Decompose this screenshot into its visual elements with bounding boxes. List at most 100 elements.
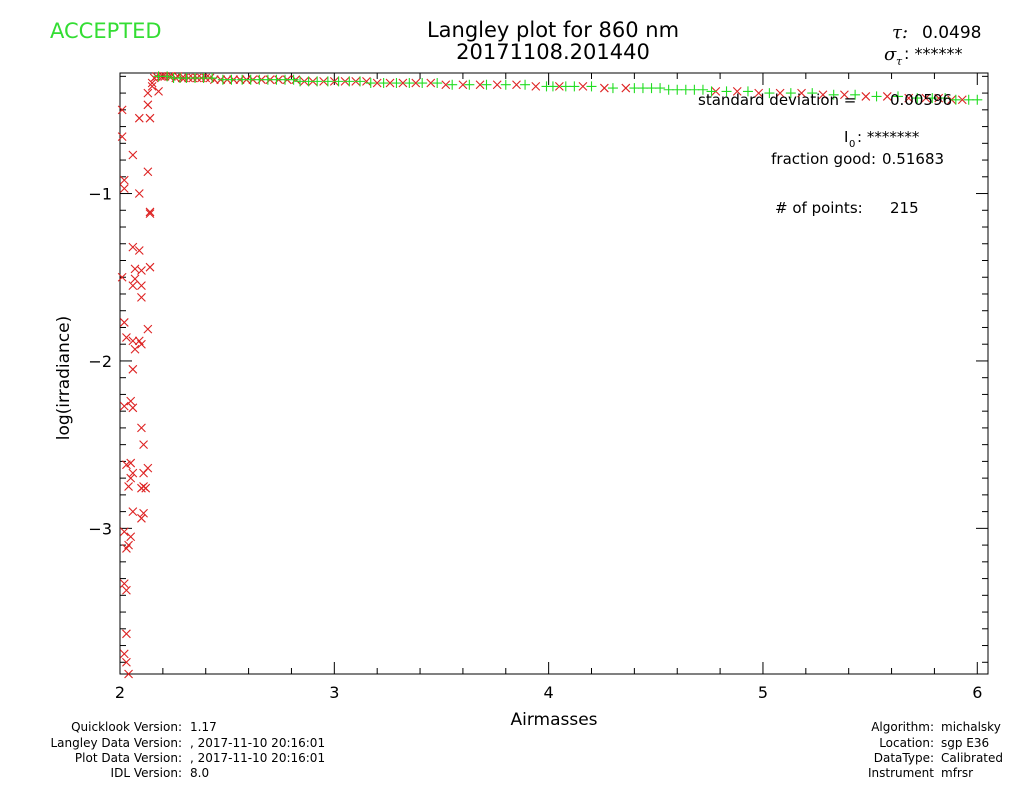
fraction-good-label: fraction good: bbox=[771, 150, 876, 168]
data-points bbox=[117, 71, 983, 679]
accepted-point bbox=[254, 74, 265, 85]
rejected-point bbox=[385, 78, 395, 88]
accepted-point bbox=[262, 74, 273, 85]
rejected-point bbox=[119, 649, 129, 659]
rejected-point bbox=[861, 92, 871, 101]
accepted-point bbox=[295, 76, 306, 87]
plot-frame bbox=[119, 72, 989, 675]
rejected-point bbox=[117, 105, 127, 115]
accepted-point bbox=[312, 76, 323, 87]
rejected-point bbox=[398, 78, 408, 88]
accepted-point bbox=[871, 91, 882, 102]
rejected-point bbox=[137, 281, 146, 290]
rejected-point bbox=[143, 88, 153, 98]
accepted-point bbox=[226, 74, 237, 85]
accepted-point bbox=[912, 93, 923, 104]
rejected-point bbox=[128, 507, 138, 517]
rejected-point bbox=[124, 540, 133, 550]
rejected-point bbox=[754, 88, 764, 98]
accepted-point bbox=[646, 83, 657, 94]
accepted-point bbox=[303, 76, 314, 87]
rejected-point bbox=[458, 80, 468, 90]
accepted-point bbox=[271, 74, 282, 85]
footer-label: DataType: bbox=[874, 751, 934, 765]
accepted-point bbox=[322, 76, 333, 87]
rejected-point bbox=[122, 629, 131, 639]
accepted-point bbox=[391, 78, 402, 89]
rejected-point bbox=[119, 579, 129, 588]
rejected-point bbox=[128, 242, 138, 252]
rejected-point bbox=[139, 440, 148, 450]
rejected-point bbox=[119, 401, 129, 411]
accepted-point bbox=[569, 81, 580, 92]
chart-subtitle: 20171108.201440 bbox=[456, 40, 650, 64]
rejected-point bbox=[621, 83, 631, 93]
rejected-point bbox=[531, 82, 541, 91]
accepted-point bbox=[828, 89, 839, 100]
accepted-point bbox=[689, 84, 700, 95]
accepted-point bbox=[162, 71, 173, 82]
accepted-point bbox=[560, 81, 571, 92]
accepted-point bbox=[432, 78, 443, 89]
rejected-point bbox=[137, 292, 146, 302]
rejected-point bbox=[128, 468, 138, 478]
rejected-point bbox=[139, 508, 148, 518]
rejected-point bbox=[797, 88, 806, 98]
rejected-point bbox=[492, 80, 502, 90]
rejected-point bbox=[372, 78, 382, 88]
accepted-point bbox=[892, 91, 903, 102]
accepted-point bbox=[586, 81, 597, 92]
accepted-point bbox=[742, 86, 753, 97]
rejected-point bbox=[145, 207, 155, 217]
fraction-good-value: 0.51683 bbox=[882, 150, 944, 168]
rejected-point bbox=[117, 132, 127, 142]
footer-value: michalsky bbox=[941, 720, 1001, 734]
status-label: ACCEPTED bbox=[50, 19, 162, 43]
rejected-point bbox=[957, 95, 967, 105]
tau-label: τ: bbox=[892, 22, 908, 43]
footer-value: , 2017-11-10 20:16:01 bbox=[190, 736, 325, 750]
accepted-point bbox=[365, 78, 376, 89]
rejected-point bbox=[818, 90, 828, 100]
accepted-point bbox=[481, 79, 492, 90]
rejected-point bbox=[126, 396, 136, 406]
accepted-point bbox=[198, 73, 209, 84]
accepted-point bbox=[672, 84, 683, 95]
y-tick-label: −2 bbox=[88, 352, 112, 371]
rejected-point bbox=[134, 189, 144, 198]
accepted-point bbox=[181, 73, 192, 84]
accepted-point bbox=[721, 86, 732, 97]
sigma-label: σ bbox=[884, 44, 897, 65]
rejected-point bbox=[145, 209, 155, 219]
rejected-point bbox=[441, 80, 451, 90]
rejected-point bbox=[134, 246, 144, 255]
rejected-point bbox=[117, 272, 127, 282]
footer-label: Instrument bbox=[868, 766, 934, 780]
rejected-point bbox=[143, 463, 153, 473]
chart-title: Langley plot for 860 nm bbox=[427, 18, 679, 42]
std-dev-label: standard deviation = bbox=[698, 91, 856, 109]
rejected-point bbox=[130, 264, 140, 274]
footer-left: Quicklook Version: 1.17 Langley Data Ver… bbox=[50, 720, 325, 780]
tau-value: 0.0498 bbox=[922, 23, 981, 43]
rejected-point bbox=[137, 513, 146, 523]
rejected-point bbox=[126, 473, 136, 483]
accepted-point bbox=[333, 76, 344, 87]
footer-label: Algorithm: bbox=[871, 720, 934, 734]
rejected-point bbox=[128, 150, 138, 160]
rejected-point bbox=[143, 167, 153, 177]
i0-subscript: 0 bbox=[849, 139, 855, 150]
sigma-subscript: τ bbox=[896, 55, 903, 68]
rejected-point bbox=[137, 483, 146, 493]
footer-value: 8.0 bbox=[190, 766, 209, 780]
rejected-point bbox=[512, 80, 521, 90]
footer-label: Quicklook Version: bbox=[71, 720, 182, 734]
accepted-point bbox=[520, 79, 531, 90]
accepted-point bbox=[706, 86, 717, 97]
rejected-point bbox=[921, 93, 931, 103]
accepted-point bbox=[927, 93, 938, 104]
i0-label: I bbox=[844, 128, 848, 146]
accepted-point bbox=[547, 81, 558, 92]
accepted-point bbox=[153, 71, 164, 82]
accepted-point bbox=[607, 83, 618, 94]
